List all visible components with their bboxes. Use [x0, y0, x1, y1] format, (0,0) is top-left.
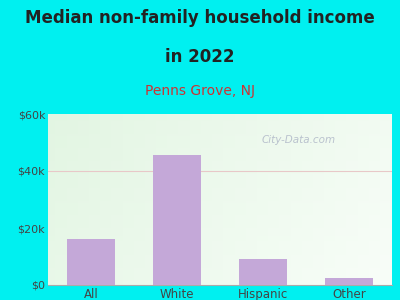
- Text: Median non-family household income: Median non-family household income: [25, 9, 375, 27]
- Bar: [239, 259, 287, 285]
- Bar: [67, 239, 115, 285]
- Text: City-Data.com: City-Data.com: [262, 135, 336, 145]
- Bar: [153, 155, 201, 285]
- Bar: [325, 278, 373, 285]
- Text: in 2022: in 2022: [165, 48, 235, 66]
- Text: Penns Grove, NJ: Penns Grove, NJ: [145, 84, 255, 98]
